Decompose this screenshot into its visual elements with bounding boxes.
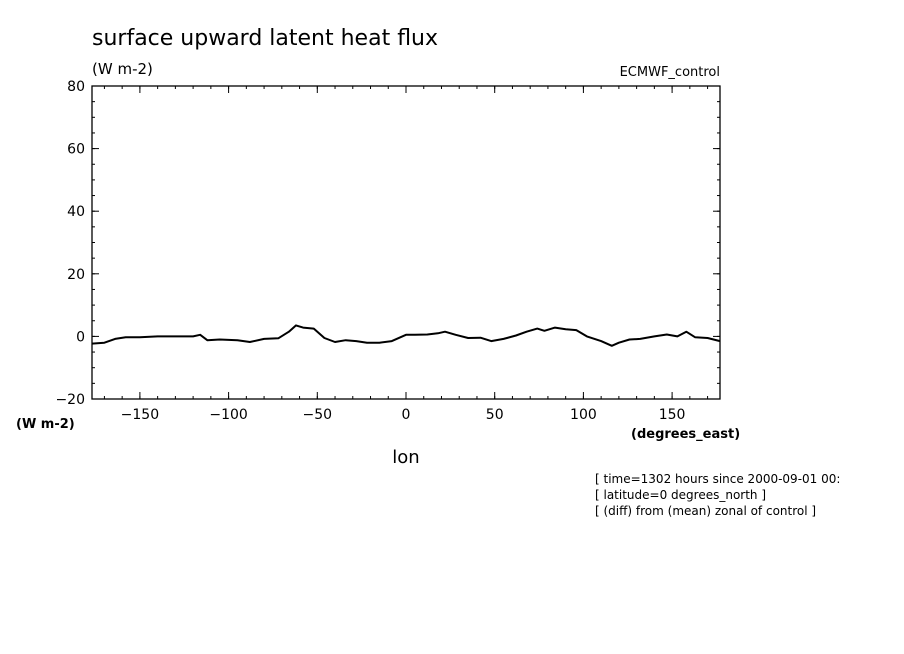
x-tick-label: −100	[209, 407, 247, 423]
y-units-label: (W m-2)	[16, 417, 75, 432]
title-units: (W m-2)	[92, 60, 153, 78]
x-tick-label: −50	[303, 407, 333, 423]
y-tick-label: 20	[67, 267, 85, 283]
y-tick-label: 0	[76, 329, 85, 345]
source-label: ECMWF_control	[620, 65, 720, 80]
x-tick-label: 150	[659, 407, 686, 423]
x-units-label: (degrees_east)	[631, 427, 740, 442]
y-tick-label: 60	[67, 142, 85, 158]
plot-frame	[91, 85, 721, 400]
note-line-2: [ latitude=0 degrees_north ]	[595, 488, 766, 502]
series-line	[91, 324, 721, 347]
tick-labels: −150 −100 −50 0 50 100 150 −20 0 20 40 60 80	[55, 79, 685, 423]
y-tick-label: 40	[67, 204, 85, 220]
x-tick-label: 100	[570, 407, 597, 423]
x-tick-label: −150	[121, 407, 159, 423]
x-axis-title: lon	[392, 447, 419, 468]
x-tick-label: 0	[402, 407, 411, 423]
y-tick-label: 80	[67, 79, 85, 95]
axis-ticks	[92, 85, 720, 400]
chart-title: surface upward latent heat flux	[92, 26, 438, 51]
y-tick-label: −20	[55, 392, 85, 408]
x-tick-label: 50	[486, 407, 504, 423]
note-line-1: [ time=1302 hours since 2000-09-01 00:	[595, 472, 840, 486]
note-line-3: [ (diff) from (mean) zonal of control ]	[595, 504, 816, 518]
